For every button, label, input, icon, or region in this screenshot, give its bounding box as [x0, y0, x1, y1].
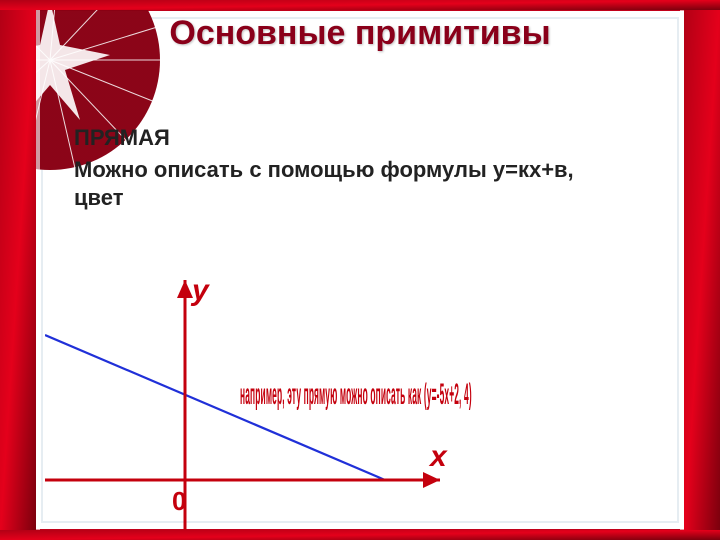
x-axis-label: х [430, 440, 447, 474]
example-annotation: например, эту прямую можно описать как (… [240, 300, 313, 500]
y-axis-label: у [192, 274, 209, 308]
description-text: Можно описать с помощью формулы у=кх+в, … [74, 156, 594, 212]
origin-label: 0 [172, 486, 186, 517]
y-axis-arrow [177, 280, 193, 298]
slide-title: Основные примитивы [0, 14, 720, 53]
slide: Основные примитивы ПРЯМАЯ Можно описать … [0, 0, 720, 540]
x-axis-arrow [423, 472, 440, 488]
heading-line: ПРЯМАЯ [74, 125, 170, 151]
